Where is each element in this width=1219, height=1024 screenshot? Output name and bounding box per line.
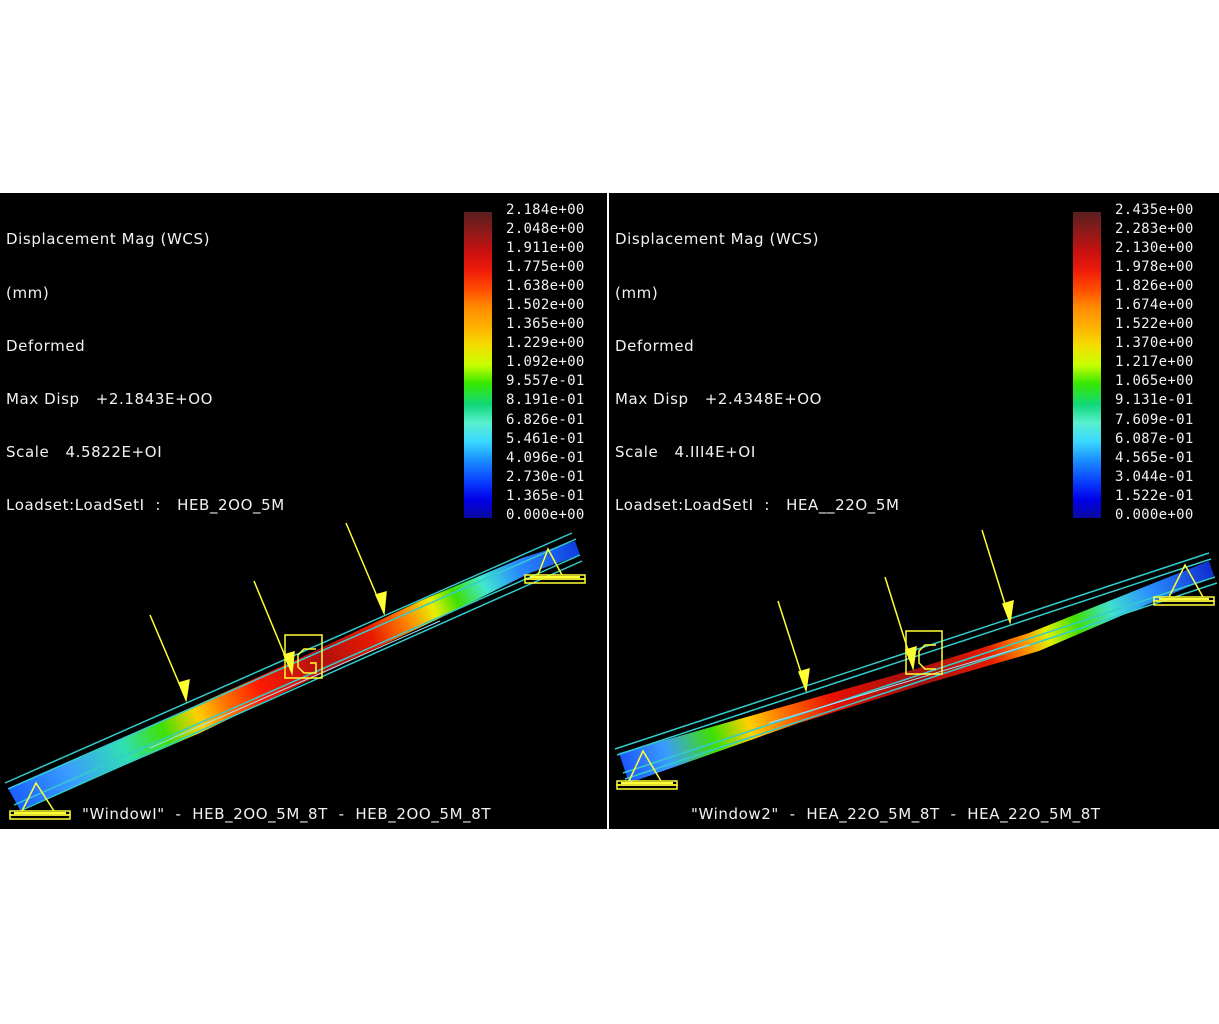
legend-value: 1.502e+00	[506, 297, 585, 314]
loadset-label: Loadset:LoadSetI : HEA__22O_5M	[615, 495, 900, 514]
viewport-window-1[interactable]: Displacement Mag (WCS) (mm) Deformed Max…	[0, 193, 607, 829]
legend-value: 1.365e+00	[506, 316, 585, 333]
legend-value: 2.283e+00	[1115, 221, 1194, 238]
max-displacement: Max Disp +2.4348E+OO	[615, 389, 823, 408]
load-arrows	[777, 529, 1014, 693]
legend-value: 0.000e+00	[506, 506, 585, 523]
legend-value: 1.092e+00	[506, 354, 585, 371]
support-right-icon	[1153, 563, 1215, 606]
legend-value: 7.609e-01	[1115, 411, 1194, 428]
color-legend-bar	[1073, 212, 1101, 518]
legend-value: 2.730e-01	[506, 468, 585, 485]
undeformed-beam-outline	[614, 552, 1218, 780]
result-info-block: Displacement Mag (WCS) (mm) Deformed Max…	[615, 196, 900, 550]
result-title: Displacement Mag (WCS)	[615, 230, 820, 249]
legend-value: 3.044e-01	[1115, 468, 1194, 485]
legend-value: 6.087e-01	[1115, 430, 1194, 447]
legend-value: 1.674e+00	[1115, 297, 1194, 314]
support-left-icon	[9, 781, 71, 820]
result-state: Deformed	[615, 336, 695, 355]
coordinate-system-icon	[905, 630, 943, 675]
legend-value: 2.048e+00	[506, 221, 585, 238]
legend-value: 9.557e-01	[506, 373, 585, 390]
window-footer-label: "Window2" - HEA_22O_5M_8T - HEA_22O_5M_8…	[691, 805, 1101, 823]
legend-value: 1.065e+00	[1115, 373, 1194, 390]
legend-value: 1.522e+00	[1115, 316, 1194, 333]
legend-value: 1.638e+00	[506, 278, 585, 295]
deformation-scale: Scale 4.5822E+OI	[6, 442, 163, 461]
legend-value: 0.000e+00	[1115, 506, 1194, 523]
legend-value: 2.130e+00	[1115, 240, 1194, 257]
deformed-beam	[619, 561, 1214, 783]
color-legend-values: 2.435e+00 2.283e+00 2.130e+00 1.978e+00 …	[1115, 201, 1194, 525]
result-info-block: Displacement Mag (WCS) (mm) Deformed Max…	[6, 196, 285, 550]
legend-value: 8.191e-01	[506, 392, 585, 409]
legend-value: 1.911e+00	[506, 240, 585, 257]
beam-model-view[interactable]	[609, 193, 1219, 829]
legend-value: 1.370e+00	[1115, 335, 1194, 352]
deformation-scale: Scale 4.III4E+OI	[615, 442, 756, 461]
beam-model-view[interactable]	[0, 193, 607, 829]
legend-value: 1.978e+00	[1115, 259, 1194, 276]
max-displacement: Max Disp +2.1843E+OO	[6, 389, 214, 408]
viewport-window-2[interactable]: Displacement Mag (WCS) (mm) Deformed Max…	[609, 193, 1219, 829]
result-unit: (mm)	[6, 283, 50, 302]
legend-value: 1.217e+00	[1115, 354, 1194, 371]
result-state: Deformed	[6, 336, 86, 355]
legend-value: 1.826e+00	[1115, 278, 1194, 295]
legend-value: 5.461e-01	[506, 430, 585, 447]
color-legend-bar	[464, 212, 492, 518]
legend-value: 1.365e-01	[506, 487, 585, 504]
legend-value: 2.184e+00	[506, 202, 585, 218]
legend-value: 9.131e-01	[1115, 392, 1194, 409]
support-left-icon	[616, 749, 678, 790]
window-footer-label: "WindowI" - HEB_2OO_5M_8T - HEB_2OO_5M_8…	[82, 805, 492, 823]
deformed-beam	[8, 541, 580, 810]
loadset-label: Loadset:LoadSetI : HEB_2OO_5M	[6, 495, 285, 514]
result-unit: (mm)	[615, 283, 659, 302]
legend-value: 6.826e-01	[506, 411, 585, 428]
legend-value: 1.229e+00	[506, 335, 585, 352]
result-title: Displacement Mag (WCS)	[6, 230, 211, 249]
legend-value: 1.522e-01	[1115, 487, 1194, 504]
legend-value: 1.775e+00	[506, 259, 585, 276]
legend-value: 4.565e-01	[1115, 449, 1194, 466]
legend-value: 2.435e+00	[1115, 202, 1194, 218]
legend-value: 4.096e-01	[506, 449, 585, 466]
color-legend-values: 2.184e+00 2.048e+00 1.911e+00 1.775e+00 …	[506, 201, 585, 525]
load-arrows	[149, 522, 387, 703]
support-right-icon	[524, 547, 586, 584]
